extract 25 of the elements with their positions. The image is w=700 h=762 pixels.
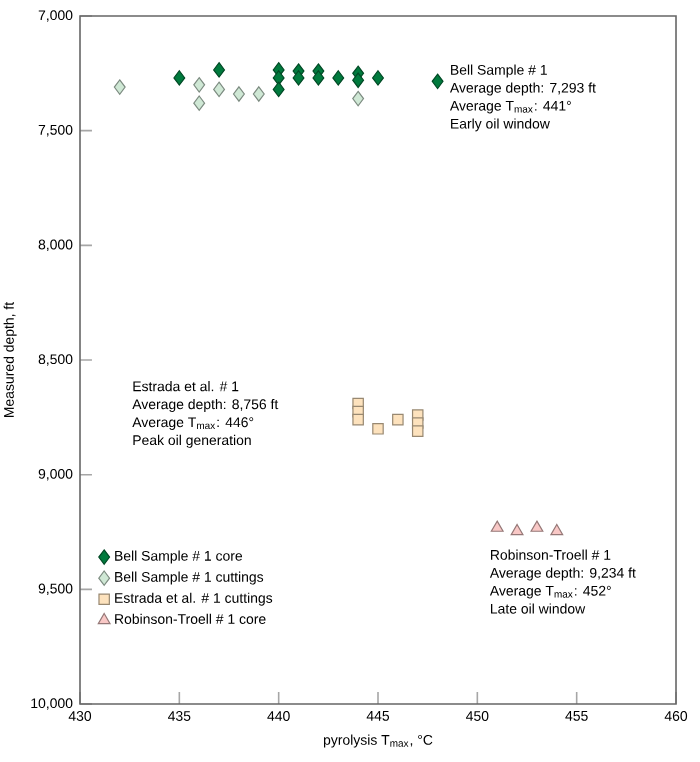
point [113, 79, 126, 95]
point [550, 523, 564, 536]
point [232, 86, 245, 102]
point [272, 70, 285, 86]
point [411, 425, 424, 437]
point [530, 520, 544, 532]
point [252, 86, 265, 102]
point [332, 70, 345, 86]
point [431, 73, 444, 90]
point [272, 81, 285, 98]
point [392, 413, 404, 426]
point [372, 70, 384, 86]
point [352, 413, 364, 426]
point [312, 70, 325, 86]
point [193, 95, 206, 111]
point [193, 77, 206, 93]
point [352, 90, 365, 107]
point [173, 70, 186, 86]
point [292, 70, 305, 86]
point [510, 523, 524, 536]
point [213, 81, 226, 98]
point [372, 423, 384, 435]
point [213, 62, 226, 78]
point [352, 72, 365, 88]
point [490, 520, 504, 532]
